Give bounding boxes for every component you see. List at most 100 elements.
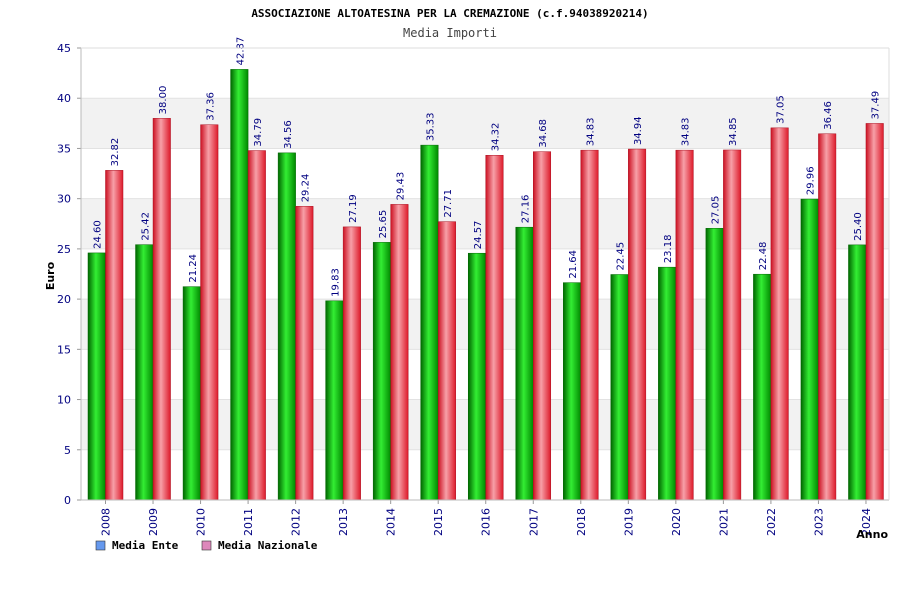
x-tick-label-2009: 2009 bbox=[147, 508, 160, 536]
x-tick-label-2013: 2013 bbox=[337, 508, 350, 536]
value-label-media-ente-2024: 25.40 bbox=[853, 212, 864, 241]
x-tick-label-2011: 2011 bbox=[242, 508, 255, 536]
value-label-media-nazionale-2018: 34.83 bbox=[586, 118, 597, 147]
value-label-media-nazionale-2024: 37.49 bbox=[871, 91, 882, 120]
value-label-media-ente-2023: 29.96 bbox=[806, 166, 817, 195]
y-tick-label: 10 bbox=[57, 394, 71, 407]
value-label-media-nazionale-2011: 34.79 bbox=[253, 118, 264, 147]
value-label-media-ente-2021: 27.05 bbox=[711, 196, 722, 225]
bar-media-ente-2022 bbox=[753, 273, 772, 501]
bar-media-ente-2019 bbox=[610, 274, 629, 501]
bar-media-nazionale-2008 bbox=[105, 170, 124, 501]
value-label-media-nazionale-2022: 37.05 bbox=[776, 95, 787, 124]
x-tick-label-2021: 2021 bbox=[717, 508, 730, 536]
value-label-media-ente-2020: 23.18 bbox=[663, 235, 674, 264]
legend: Media Ente Media Nazionale bbox=[95, 539, 318, 552]
value-label-media-nazionale-2010: 37.36 bbox=[205, 92, 216, 121]
x-tick-label-2015: 2015 bbox=[432, 508, 445, 536]
value-label-media-ente-2016: 24.57 bbox=[473, 221, 484, 250]
bar-media-nazionale-2023 bbox=[818, 133, 837, 501]
bar-media-nazionale-2017 bbox=[533, 151, 552, 501]
bar-media-ente-2008 bbox=[87, 252, 106, 501]
bar-media-ente-2021 bbox=[705, 228, 724, 501]
bar-media-nazionale-2019 bbox=[628, 148, 647, 501]
bar-media-nazionale-2014 bbox=[390, 204, 409, 501]
bar-media-ente-2016 bbox=[467, 252, 486, 501]
x-tick-label-2017: 2017 bbox=[527, 508, 540, 536]
value-label-media-nazionale-2008: 32.82 bbox=[110, 138, 121, 167]
value-label-media-ente-2014: 25.65 bbox=[378, 210, 389, 239]
value-label-media-nazionale-2017: 34.68 bbox=[538, 119, 549, 148]
value-label-media-nazionale-2020: 34.83 bbox=[681, 118, 692, 147]
bars bbox=[87, 69, 884, 501]
legend-label-media-ente: Media Ente bbox=[112, 539, 179, 552]
value-label-media-nazionale-2019: 34.94 bbox=[633, 116, 644, 145]
y-tick-label: 20 bbox=[57, 293, 71, 306]
chart-subtitle: Media Importi bbox=[403, 26, 497, 40]
y-axis-ticks: 0 5 10 15 20 25 30 35 40 45 bbox=[57, 42, 81, 507]
bar-media-ente-2014 bbox=[372, 242, 391, 501]
y-tick-label: 25 bbox=[57, 243, 71, 256]
x-tick-label-2018: 2018 bbox=[575, 508, 588, 536]
x-tick-label-2014: 2014 bbox=[385, 508, 398, 536]
x-tick-label-2020: 2020 bbox=[670, 508, 683, 536]
bar-media-nazionale-2010 bbox=[200, 124, 219, 501]
value-label-media-ente-2013: 19.83 bbox=[330, 268, 341, 297]
value-label-media-nazionale-2021: 34.85 bbox=[728, 117, 739, 146]
bar-media-nazionale-2015 bbox=[437, 221, 456, 501]
bar-media-ente-2010 bbox=[182, 286, 201, 501]
y-tick-label: 45 bbox=[57, 42, 71, 55]
bar-media-nazionale-2022 bbox=[770, 127, 789, 501]
bar-media-nazionale-2011 bbox=[247, 150, 266, 501]
bar-media-ente-2015 bbox=[420, 144, 439, 501]
bar-media-ente-2009 bbox=[135, 244, 154, 501]
value-label-media-nazionale-2023: 36.46 bbox=[823, 101, 834, 130]
value-label-media-ente-2011: 42.87 bbox=[235, 37, 246, 66]
chart-title: ASSOCIAZIONE ALTOATESINA PER LA CREMAZIO… bbox=[251, 7, 648, 20]
value-label-media-ente-2008: 24.60 bbox=[93, 220, 104, 249]
y-tick-label: 35 bbox=[57, 142, 71, 155]
value-labels: 24.60 32.82 25.42 38.00 21.24 37.36 42.87 34.79… bbox=[93, 37, 882, 297]
value-label-media-ente-2022: 22.48 bbox=[758, 242, 769, 271]
bar-media-nazionale-2018 bbox=[580, 149, 599, 501]
x-tick-label-2008: 2008 bbox=[100, 508, 113, 536]
y-tick-label: 15 bbox=[57, 343, 71, 356]
bar-media-ente-2024 bbox=[848, 244, 867, 501]
x-tick-label-2010: 2010 bbox=[195, 508, 208, 536]
x-axis-title: Anno bbox=[856, 528, 888, 541]
bar-media-nazionale-2009 bbox=[152, 118, 171, 501]
bar-media-nazionale-2024 bbox=[865, 123, 884, 501]
x-axis-ticks: 2008 2009 2010 2011 2012 2013 2014 2015 2016 2017… bbox=[100, 500, 873, 536]
value-label-media-ente-2018: 21.64 bbox=[568, 250, 579, 279]
y-tick-label: 5 bbox=[64, 444, 71, 457]
x-tick-label-2024: 2024 bbox=[860, 508, 873, 536]
value-label-media-ente-2009: 25.42 bbox=[140, 212, 151, 241]
y-tick-label: 0 bbox=[64, 494, 71, 507]
bar-media-nazionale-2020 bbox=[675, 149, 694, 501]
value-label-media-nazionale-2013: 27.19 bbox=[348, 194, 359, 223]
y-axis-title: Euro bbox=[44, 261, 57, 290]
value-label-media-nazionale-2012: 29.24 bbox=[300, 174, 311, 203]
legend-swatch-media-ente bbox=[95, 540, 106, 551]
value-label-media-ente-2017: 27.16 bbox=[521, 195, 532, 224]
x-tick-label-2022: 2022 bbox=[765, 508, 778, 536]
x-tick-label-2023: 2023 bbox=[812, 508, 825, 536]
legend-label-media-nazionale: Media Nazionale bbox=[218, 539, 318, 552]
legend-swatch-media-nazionale bbox=[201, 540, 212, 551]
bar-media-nazionale-2012 bbox=[295, 206, 314, 501]
axes bbox=[80, 47, 890, 501]
value-label-media-ente-2010: 21.24 bbox=[188, 254, 199, 283]
bar-media-ente-2011 bbox=[230, 69, 249, 501]
value-label-media-nazionale-2009: 38.00 bbox=[158, 86, 169, 115]
bar-media-ente-2012 bbox=[277, 152, 296, 501]
value-label-media-nazionale-2014: 29.43 bbox=[395, 172, 406, 201]
value-label-media-ente-2019: 22.45 bbox=[616, 242, 627, 271]
bar-media-ente-2013 bbox=[325, 300, 344, 501]
x-tick-label-2012: 2012 bbox=[290, 508, 303, 536]
bar-media-ente-2023 bbox=[800, 198, 819, 501]
value-label-media-ente-2012: 34.56 bbox=[283, 120, 294, 149]
value-label-media-nazionale-2015: 27.71 bbox=[443, 189, 454, 218]
value-label-media-nazionale-2016: 34.32 bbox=[490, 123, 501, 152]
